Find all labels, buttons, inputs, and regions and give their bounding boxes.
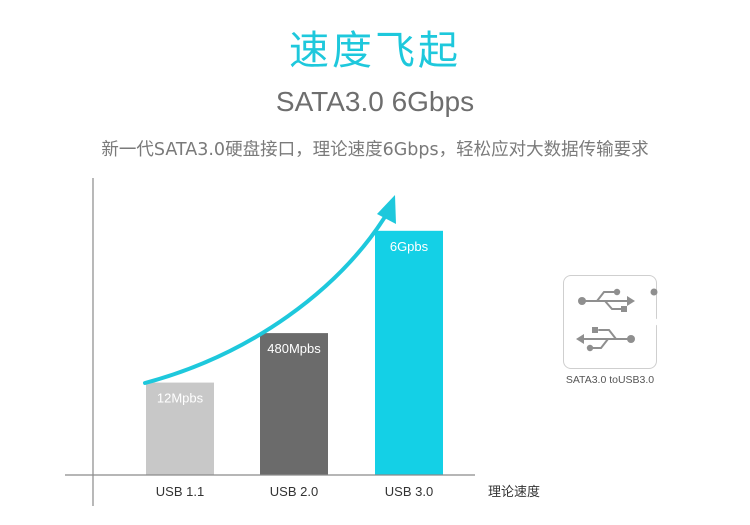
bar-usb-3-0 xyxy=(375,230,443,475)
page-title: 速度飞起 xyxy=(289,28,461,74)
bars-group xyxy=(146,230,443,475)
bar-usb-2-0 xyxy=(260,333,328,475)
x-tick-label: USB 3.0 xyxy=(385,484,433,499)
badge-side-decoration xyxy=(650,288,658,326)
x-tick-label: USB 1.1 xyxy=(156,484,204,499)
page-description: 新一代SATA3.0硬盘接口，理论速度6Gbps，轻松应对大数据传输要求 xyxy=(101,140,649,160)
bar-labels-group: 12Mpbs 480Mpbs 6Gpbs xyxy=(157,239,429,406)
bar-value-label: 480Mpbs xyxy=(267,341,321,356)
tick-labels-group: USB 1.1 USB 2.0 USB 3.0 xyxy=(156,484,433,499)
trend-arrow xyxy=(143,210,390,385)
usb-conversion-badge xyxy=(563,275,657,369)
bar-value-label: 12Mpbs xyxy=(157,391,204,406)
bar-usb-1-1 xyxy=(146,382,214,475)
trend-arrow-head xyxy=(377,195,396,224)
x-axis-title: 理论速度 xyxy=(488,484,540,500)
badge-caption: SATA3.0 toUSB3.0 xyxy=(565,374,655,386)
x-tick-label: USB 2.0 xyxy=(270,484,318,499)
usb-icon xyxy=(576,288,635,352)
page-subtitle: SATA3.0 6Gbps xyxy=(275,86,475,117)
bar-value-label: 6Gpbs xyxy=(390,239,429,254)
